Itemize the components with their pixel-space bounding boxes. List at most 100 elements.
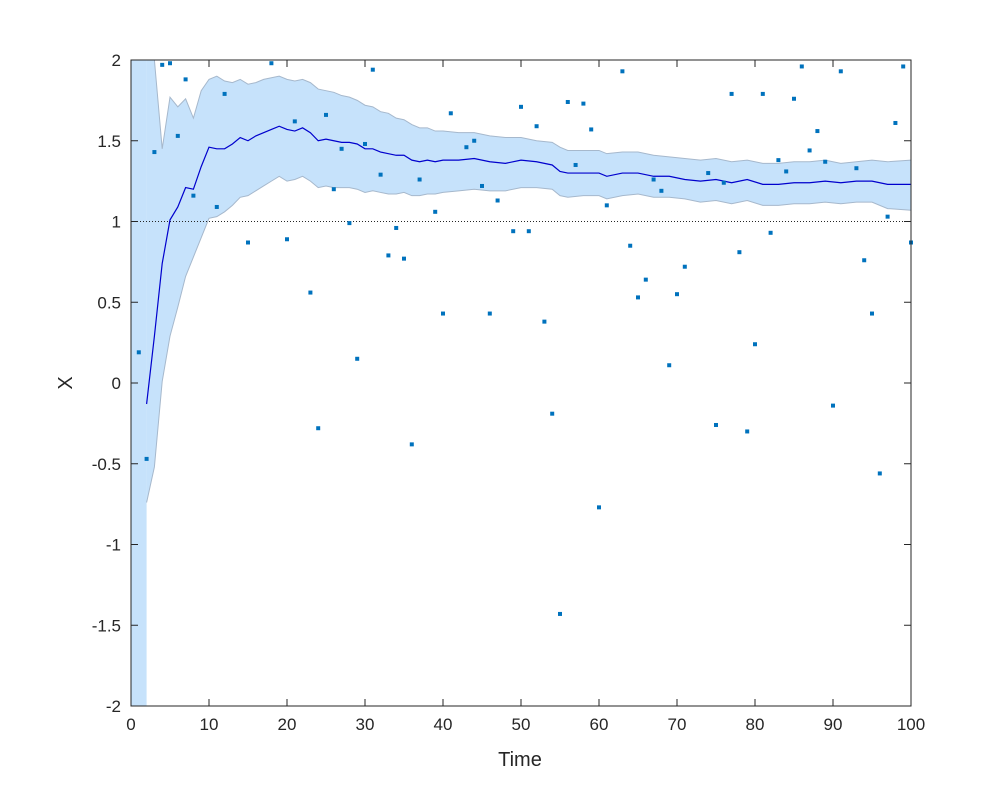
confidence-band — [146, 60, 912, 503]
data-point — [636, 295, 640, 300]
data-point — [191, 193, 196, 198]
data-point — [753, 342, 757, 347]
data-point — [620, 69, 625, 74]
data-point — [885, 214, 890, 219]
data-point — [402, 256, 406, 261]
data-point — [246, 240, 250, 245]
data-point — [651, 177, 656, 182]
y-tick-label: -2 — [106, 697, 121, 716]
data-point — [339, 146, 344, 151]
data-point — [168, 61, 172, 66]
y-tick-label: -1 — [106, 536, 121, 555]
data-point — [901, 64, 906, 69]
data-point — [495, 198, 500, 203]
data-point — [526, 229, 531, 234]
data-point — [815, 129, 820, 134]
data-point — [214, 204, 219, 209]
data-point — [893, 120, 898, 125]
data-point — [183, 77, 188, 82]
data-point — [363, 141, 367, 146]
y-tick-label: -1.5 — [92, 616, 121, 635]
data-point — [675, 292, 679, 297]
y-axis-ticks: 2 1.5 1 0.5 0 -0.5 -1 -1.5 -2 — [92, 51, 911, 716]
y-axis-label: X — [55, 376, 77, 389]
data-point — [831, 403, 835, 408]
data-point — [448, 111, 453, 116]
data-point — [823, 159, 828, 164]
data-point — [729, 91, 734, 96]
data-point — [324, 112, 328, 117]
x-tick-label: 100 — [897, 715, 925, 734]
data-point — [175, 133, 180, 138]
data-points-layer — [136, 61, 913, 616]
x-tick-label: 90 — [824, 715, 843, 734]
data-point — [589, 127, 594, 132]
data-point — [760, 91, 765, 96]
data-point — [136, 350, 141, 355]
data-point — [714, 422, 718, 427]
data-point — [784, 169, 789, 174]
data-point — [721, 180, 726, 185]
data-point — [152, 150, 157, 155]
data-point — [682, 264, 687, 269]
data-point — [487, 311, 492, 316]
data-point — [160, 62, 165, 67]
data-point — [558, 611, 562, 616]
data-point — [573, 162, 578, 167]
y-tick-label: -0.5 — [92, 455, 121, 474]
data-point — [799, 64, 804, 69]
x-tick-label: 10 — [200, 715, 219, 734]
data-point — [807, 148, 812, 153]
data-point — [550, 411, 555, 416]
data-point — [854, 166, 859, 171]
data-point — [222, 91, 227, 96]
data-point — [870, 311, 874, 316]
data-point — [331, 187, 336, 192]
data-point — [534, 124, 539, 129]
data-point — [355, 356, 360, 361]
data-point — [792, 96, 796, 101]
data-point — [565, 99, 570, 104]
y-tick-label: 1.5 — [97, 132, 121, 151]
data-point — [604, 203, 609, 208]
y-tick-label: 0 — [112, 374, 121, 393]
y-tick-label: 0.5 — [97, 293, 121, 312]
x-tick-label: 20 — [278, 715, 297, 734]
data-point — [378, 172, 383, 177]
x-tick-label: 0 — [126, 715, 135, 734]
band-lower-edge — [146, 175, 912, 503]
x-axis-ticks: 0 10 20 30 40 50 60 70 80 90 100 — [126, 60, 925, 734]
data-point — [409, 442, 414, 447]
data-point — [706, 171, 711, 176]
data-point — [472, 138, 477, 143]
data-point — [643, 277, 648, 282]
data-point — [464, 145, 469, 150]
x-tick-label: 30 — [356, 715, 375, 734]
data-point — [269, 61, 274, 66]
data-point — [480, 183, 484, 188]
data-point — [745, 429, 750, 434]
data-point — [511, 229, 516, 234]
data-point — [667, 363, 672, 368]
data-point — [519, 104, 523, 109]
data-point — [737, 250, 742, 255]
data-point — [144, 456, 149, 461]
data-point — [394, 225, 399, 230]
data-point — [838, 69, 843, 74]
x-tick-label: 50 — [512, 715, 531, 734]
data-point — [776, 158, 781, 163]
data-point — [877, 471, 882, 476]
data-point — [417, 177, 422, 182]
y-tick-label: 1 — [112, 213, 121, 232]
x-axis-label: Time — [498, 749, 542, 771]
data-point — [768, 230, 773, 235]
x-tick-label: 70 — [668, 715, 687, 734]
data-point — [441, 311, 445, 316]
data-point — [308, 290, 313, 295]
data-point — [433, 209, 438, 214]
data-point — [659, 188, 664, 193]
x-tick-label: 60 — [590, 715, 609, 734]
data-point — [597, 505, 601, 510]
band-upper-edge — [146, 59, 912, 164]
